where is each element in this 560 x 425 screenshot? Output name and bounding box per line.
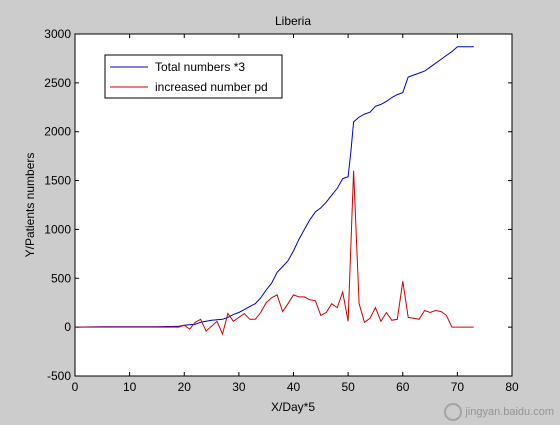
y-tick-label: -500 — [47, 369, 71, 383]
legend-label-total: Total numbers *3 — [155, 60, 245, 74]
series-line-increase — [75, 170, 474, 336]
y-tick-label: 500 — [51, 271, 71, 285]
x-tick-label: 40 — [287, 380, 301, 394]
axis-ticks: 0 10 20 30 40 50 60 70 80-5000500100015002000250… — [44, 27, 519, 394]
watermark-text: jingyan.baidu.com — [465, 405, 554, 418]
x-tick-label: 60 — [396, 380, 410, 394]
watermark: jingyan.baidu.com — [444, 403, 554, 421]
legend-box — [104, 54, 283, 99]
legend-label-increase: increased number pd — [155, 80, 268, 94]
x-tick-label: 0 — [72, 380, 79, 394]
y-tick-label: 0 — [64, 320, 71, 334]
baidu-paw-icon — [444, 403, 463, 421]
series-lines — [74, 46, 474, 336]
y-tick-label: 2500 — [44, 76, 71, 90]
x-tick-label: 80 — [505, 380, 519, 394]
x-tick-label: 20 — [178, 380, 192, 394]
y-tick-label: 2000 — [44, 125, 71, 139]
y-tick-label: 1000 — [44, 222, 71, 236]
x-tick-label: 50 — [341, 380, 355, 394]
x-tick-label: 70 — [451, 380, 465, 394]
x-tick-label: 30 — [232, 380, 246, 394]
chart-title: Liberia — [275, 14, 311, 28]
x-axis-label: X/Day*5 — [271, 400, 315, 414]
y-tick-label: 3000 — [44, 27, 71, 41]
y-axis-label: Y/Patients numbers — [23, 153, 37, 258]
y-tick-label: 1500 — [44, 174, 71, 188]
legend: Total numbers *3 increased number pd — [104, 54, 283, 99]
series-line-total — [74, 46, 474, 328]
x-tick-label: 10 — [123, 380, 137, 394]
